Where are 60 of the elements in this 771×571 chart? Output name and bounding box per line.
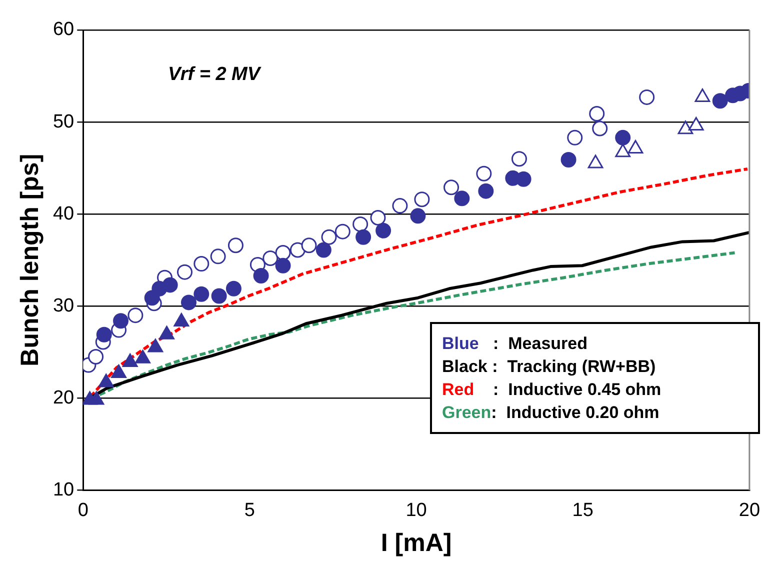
point xyxy=(567,130,583,146)
y-tick-label: 30 xyxy=(52,295,74,316)
point xyxy=(290,242,306,258)
x-tick-label: 0 xyxy=(78,500,88,521)
point xyxy=(589,106,605,122)
point xyxy=(194,256,210,272)
annotation: Red : Inductive 0.45 ohm xyxy=(442,380,662,399)
point xyxy=(392,198,408,214)
y-axis-title: Bunch length [ps] xyxy=(16,154,44,366)
point xyxy=(444,180,460,196)
point xyxy=(194,286,210,302)
point xyxy=(414,192,430,208)
point xyxy=(316,242,332,258)
point xyxy=(275,258,291,274)
point xyxy=(226,280,242,296)
x-axis-title: I [mA] xyxy=(380,528,452,557)
point xyxy=(615,130,631,146)
y-tick-label: 50 xyxy=(52,111,74,132)
point xyxy=(128,308,144,324)
point xyxy=(88,348,104,364)
point xyxy=(516,171,532,187)
point xyxy=(228,238,244,254)
y-tick-label: 10 xyxy=(52,479,74,500)
point xyxy=(321,229,337,245)
annotation: Black : Tracking (RW+BB) xyxy=(442,357,656,376)
point xyxy=(210,248,226,264)
point xyxy=(262,250,278,266)
point xyxy=(253,268,269,284)
point xyxy=(334,224,350,240)
point xyxy=(410,208,426,224)
x-tick-label: 10 xyxy=(406,500,427,521)
annotation: Blue : Measured xyxy=(442,334,588,353)
point xyxy=(211,288,227,304)
point xyxy=(639,89,655,105)
point xyxy=(113,313,129,329)
point xyxy=(476,166,492,182)
point xyxy=(180,294,196,310)
point xyxy=(352,216,368,232)
point xyxy=(592,120,608,136)
x-tick-label: 5 xyxy=(244,500,255,521)
x-tick-label: 15 xyxy=(572,500,594,521)
point xyxy=(96,326,112,342)
point xyxy=(301,238,317,254)
annotation: Green: Inductive 0.20 ohm xyxy=(442,403,660,422)
point xyxy=(376,222,392,238)
x-tick-label: 20 xyxy=(738,500,760,521)
point xyxy=(275,244,291,260)
point xyxy=(162,277,178,293)
point xyxy=(712,93,728,109)
point xyxy=(511,151,527,167)
point xyxy=(478,183,494,199)
point xyxy=(560,152,576,168)
point xyxy=(370,210,386,226)
y-tick-label: 40 xyxy=(52,203,74,224)
y-tick-label: 60 xyxy=(52,19,74,40)
annotation: Vrf = 2 MV xyxy=(168,64,260,86)
point xyxy=(454,190,470,206)
point xyxy=(176,264,192,280)
point xyxy=(356,229,372,245)
y-tick-label: 20 xyxy=(52,387,74,408)
